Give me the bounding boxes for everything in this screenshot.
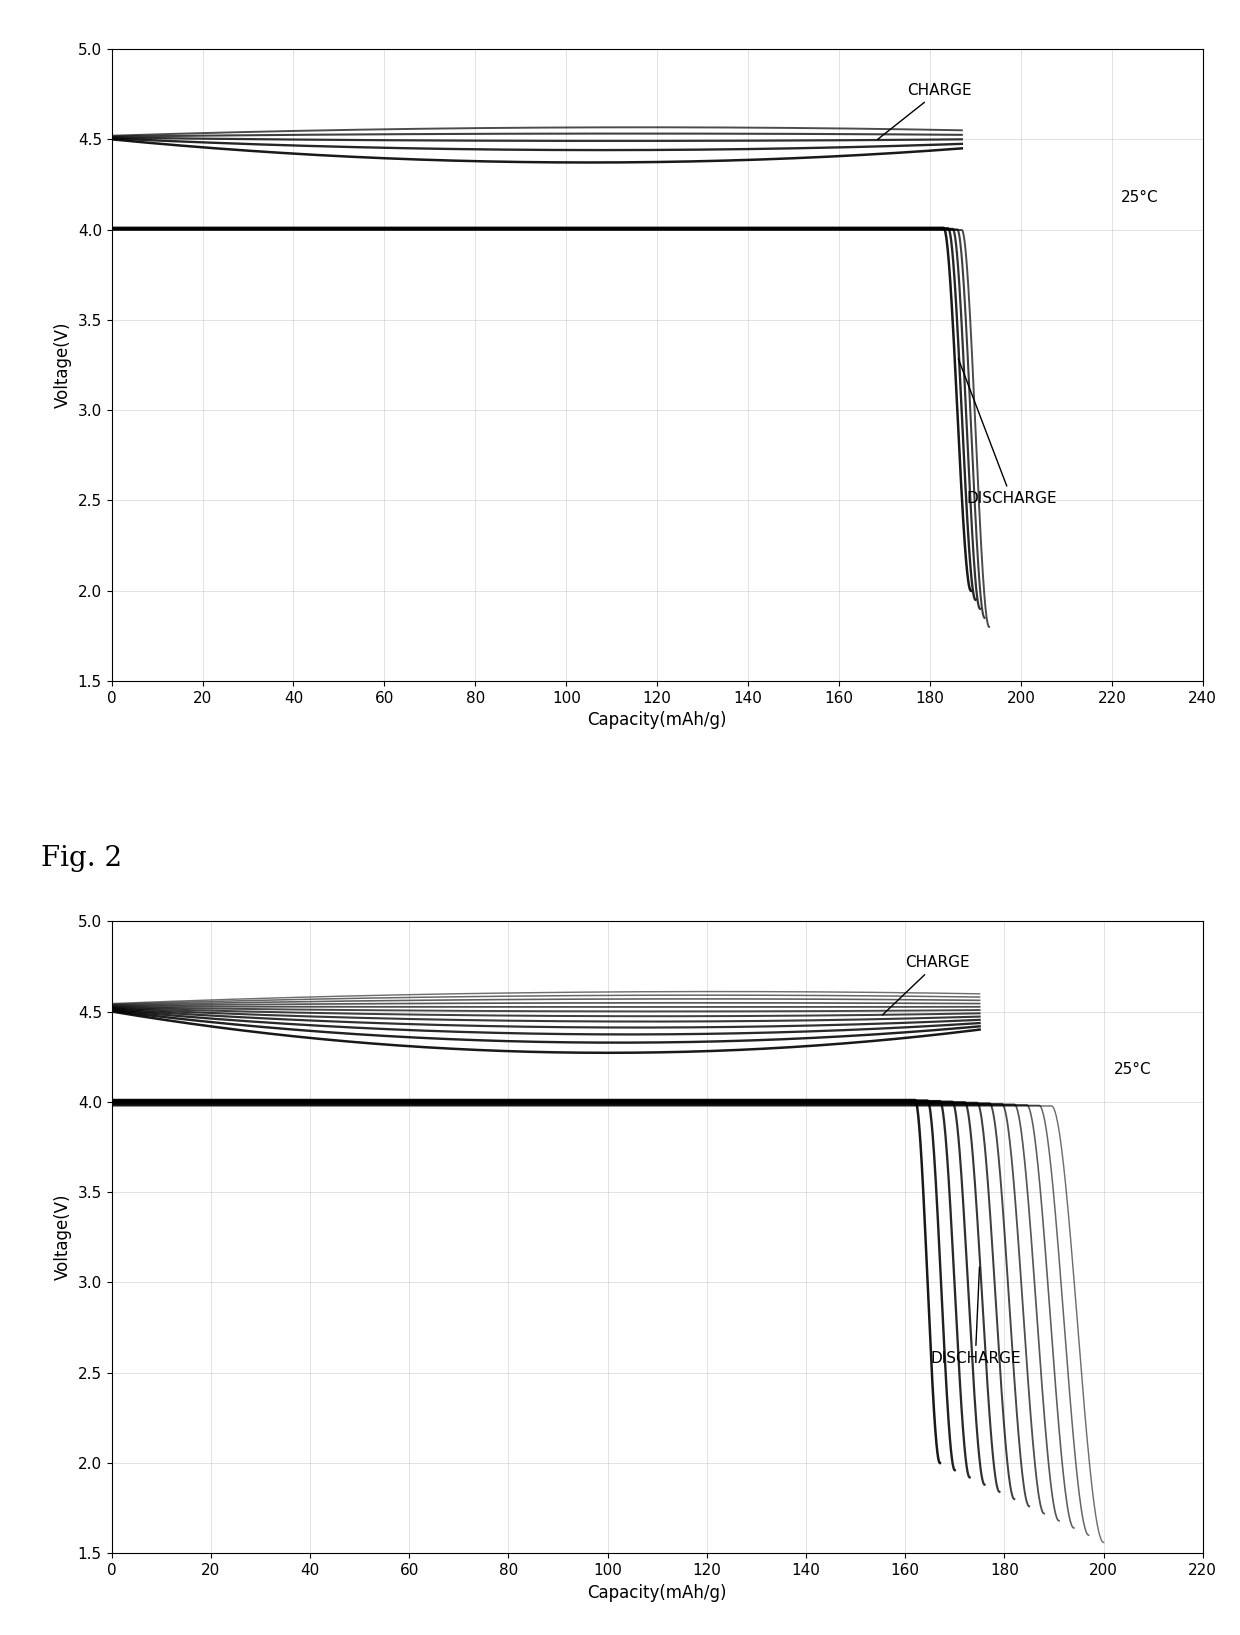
Text: 25°C: 25°C: [1114, 1061, 1151, 1077]
Text: DISCHARGE: DISCHARGE: [959, 358, 1056, 507]
Text: DISCHARGE: DISCHARGE: [930, 1267, 1021, 1365]
Text: Fig. 2: Fig. 2: [41, 845, 122, 873]
Y-axis label: Voltage(V): Voltage(V): [55, 322, 72, 409]
X-axis label: Capacity(mAh/g): Capacity(mAh/g): [588, 711, 727, 729]
X-axis label: Capacity(mAh/g): Capacity(mAh/g): [588, 1584, 727, 1602]
Text: CHARGE: CHARGE: [878, 83, 972, 139]
Text: 25°C: 25°C: [1121, 190, 1158, 204]
Text: CHARGE: CHARGE: [883, 955, 970, 1015]
Y-axis label: Voltage(V): Voltage(V): [55, 1194, 72, 1280]
